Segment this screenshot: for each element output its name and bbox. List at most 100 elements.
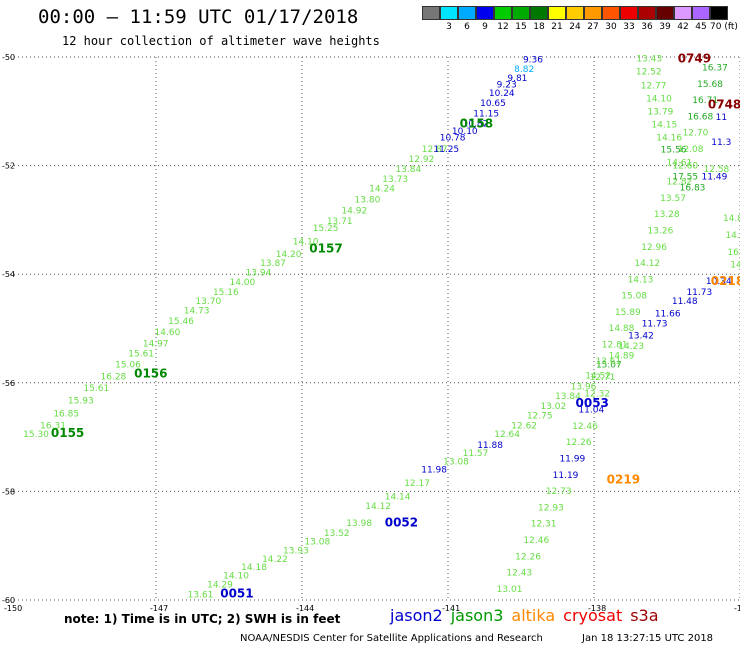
wave-height-value: 12.43 bbox=[506, 569, 532, 579]
wave-height-value: 14.16 bbox=[656, 134, 682, 144]
wave-height-value: 12.17 bbox=[404, 479, 430, 489]
pass-time-label: 0155 bbox=[51, 426, 84, 440]
wave-height-value: 15.93 bbox=[68, 396, 94, 406]
wave-height-value: 14.13 bbox=[628, 275, 654, 285]
pass-time-label: 0219 bbox=[607, 472, 640, 486]
wave-height-value: 14.00 bbox=[229, 278, 255, 288]
wave-height-value: 11.66 bbox=[655, 310, 681, 320]
y-tick-label: -60 bbox=[2, 596, 15, 605]
wave-height-value: 12.73 bbox=[546, 487, 572, 497]
pass-time-label: 0052 bbox=[385, 516, 418, 530]
pass-time-label: 0158 bbox=[460, 117, 493, 131]
pass-time-label: 0157 bbox=[309, 241, 342, 255]
colorbar-swatch bbox=[476, 6, 494, 20]
wave-height-value: 11.98 bbox=[421, 465, 447, 475]
wave-height-value: 17.55 bbox=[672, 173, 698, 183]
wave-height-value: 12.87 bbox=[422, 145, 448, 155]
colorbar-swatch bbox=[638, 6, 656, 20]
wave-height-value: 12.26 bbox=[515, 552, 541, 562]
colorbar-label: 15 bbox=[515, 22, 527, 32]
colorbar-swatch bbox=[458, 6, 476, 20]
colorbar-swatch bbox=[674, 6, 692, 20]
y-tick-label: -52 bbox=[2, 162, 15, 171]
wave-height-value: 16.71 bbox=[692, 96, 718, 106]
axis-tick-labels: -150 -147 -144 -141 -138 -13 -50 -52 -54 -56 -58 -6… bbox=[2, 53, 740, 613]
pass-labels: 0155 0156 0157 0158 0051 0052 0053 0219 0218 0749… bbox=[51, 51, 740, 600]
wave-height-value: 16.85 bbox=[53, 409, 79, 419]
colorbar-swatch bbox=[566, 6, 584, 20]
colorbar-labels: 3 6 9 12 15 18 21 24 27 30 33 36 39 42 45 70 (ft) bbox=[422, 22, 740, 34]
wave-height-value: 11.15 bbox=[473, 110, 499, 120]
wave-height-value: 14.73 bbox=[184, 306, 210, 316]
colorbar-swatch bbox=[656, 6, 674, 20]
wave-height-value: 12.52 bbox=[636, 67, 662, 77]
wave-height-value: 10.10 bbox=[452, 127, 478, 137]
wave-height-value: 16.28 bbox=[101, 373, 127, 383]
wave-height-value: 14.97 bbox=[143, 339, 169, 349]
legend-item: s3a bbox=[630, 606, 659, 625]
wave-height-value: 14.92 bbox=[341, 206, 367, 216]
wave-height-value: 12.62 bbox=[511, 421, 537, 431]
wave-height-value: 14.10 bbox=[223, 571, 249, 581]
colorbar-swatch bbox=[620, 6, 638, 20]
wave-height-value: 11.57 bbox=[463, 449, 489, 459]
wave-height-value: 13.80 bbox=[355, 196, 381, 206]
colorbar-swatch bbox=[422, 6, 440, 20]
wave-height-value: 12.75 bbox=[527, 412, 553, 422]
wave-height-value: 14.14 bbox=[385, 493, 411, 503]
data-points: 15.3016.3116.8515.9315.6116.2815.0615.61… bbox=[23, 54, 740, 600]
colorbar-label: 33 bbox=[623, 22, 635, 32]
wave-height-value: 13.02 bbox=[540, 402, 566, 412]
wave-height-value: 13.01 bbox=[497, 585, 523, 595]
colorbar-swatch bbox=[440, 6, 458, 20]
wave-height-value: 12.60 bbox=[672, 161, 698, 171]
wave-height-value: 13.84 bbox=[395, 165, 421, 175]
wave-height-value: 12.64 bbox=[494, 430, 520, 440]
colorbar-swatch bbox=[530, 6, 548, 20]
wave-height-value: 13.70 bbox=[195, 297, 221, 307]
y-tick-label: -50 bbox=[2, 53, 15, 62]
wave-height-value: 15.68 bbox=[697, 80, 723, 90]
wave-height-value: 13.79 bbox=[648, 108, 674, 118]
wave-height-value: 12.77 bbox=[641, 81, 667, 91]
x-tick-label: -13 bbox=[734, 604, 740, 613]
wave-height-value: 13.61 bbox=[188, 590, 214, 600]
wave-height-value: 11.48 bbox=[672, 297, 698, 307]
pass-time-label: 0053 bbox=[576, 396, 609, 410]
wave-height-value: 13.57 bbox=[660, 194, 686, 204]
wave-height-value: 12.08 bbox=[678, 145, 704, 155]
wave-height-value: 12.81 bbox=[602, 341, 628, 351]
pass-time-label: 0749 bbox=[678, 51, 711, 65]
wave-height-value: 11.88 bbox=[477, 441, 503, 451]
colorbar-label: 45 bbox=[695, 22, 707, 32]
pass-time-label: 0218 bbox=[711, 274, 740, 288]
wave-height-value: 12.26 bbox=[566, 438, 592, 448]
legend-item: jason2 bbox=[390, 606, 443, 625]
wave-height-value: 12.58 bbox=[704, 165, 730, 175]
wave-height-value: 14.20 bbox=[276, 250, 302, 260]
colorbar bbox=[422, 6, 728, 20]
wave-height-value: 11.73 bbox=[642, 319, 668, 329]
wave-height-value: 13.94 bbox=[246, 268, 272, 278]
colorbar-label: 6 bbox=[464, 22, 470, 32]
wave-height-value: 11.49 bbox=[702, 173, 728, 183]
footnote: note: 1) Time is in UTC; 2) SWH is in fe… bbox=[64, 612, 341, 626]
legend-item: cryosat bbox=[563, 606, 623, 625]
wave-height-value: 8.82 bbox=[514, 65, 534, 75]
colorbar-label: 24 bbox=[569, 22, 581, 32]
wave-height-value: 16.83 bbox=[680, 184, 706, 194]
wave-height-value: 15.61 bbox=[83, 384, 109, 394]
wave-height-value: 16.37 bbox=[702, 64, 728, 74]
satellite-legend: jason2 jason3 altika cryosat s3a bbox=[390, 606, 667, 625]
colorbar-swatch bbox=[512, 6, 530, 20]
wave-height-value: 11 bbox=[716, 113, 727, 123]
wave-height-value: 10.78 bbox=[440, 134, 466, 144]
wave-height-value: 11.73 bbox=[686, 288, 712, 298]
x-tick-label: -141 bbox=[442, 604, 460, 613]
wave-height-value: 11.04 bbox=[578, 406, 604, 416]
legend-item: altika bbox=[511, 606, 556, 625]
wave-height-value: 9.23 bbox=[497, 80, 517, 90]
colorbar-swatch bbox=[602, 6, 620, 20]
wave-height-value: 14.12 bbox=[365, 502, 391, 512]
